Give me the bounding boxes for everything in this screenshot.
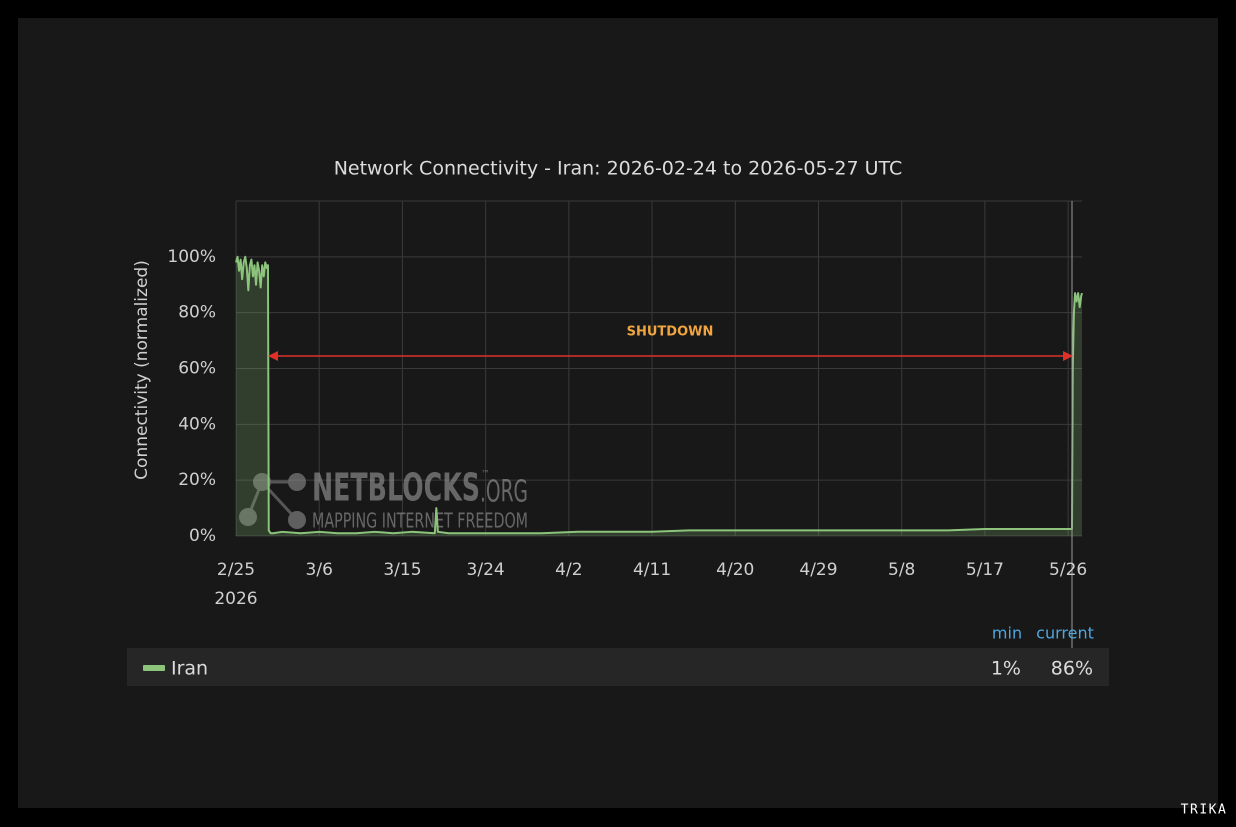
line (235, 255, 1083, 535)
annotation-arrowhead (268, 351, 278, 361)
watermark: NETBLOCKS .ORG ™ MAPPING INTERNET FREEDO… (239, 466, 528, 533)
x-tick-label: 4/29 (799, 560, 837, 580)
grid (235, 200, 1082, 537)
y-tick-label: 40% (178, 414, 216, 434)
annotation-text: SHUTDOWN (627, 325, 714, 340)
watermark-tagline: MAPPING INTERNET FREEDOM (312, 509, 528, 533)
y-tick-label: 80% (178, 303, 216, 323)
x-tick-label: 5/26 (1049, 560, 1087, 580)
x-tick-label: 5/8 (888, 560, 915, 580)
y-tick-label: 20% (178, 470, 216, 490)
watermark-suffix: .ORG (480, 475, 528, 510)
x-tick-label: 4/20 (716, 560, 754, 580)
y-tick-label: 0% (189, 526, 216, 546)
watermark-icon (239, 508, 257, 526)
legend-value: 86% (1051, 658, 1093, 680)
watermark-title: NETBLOCKS (312, 466, 480, 510)
legend-label[interactable]: Iran (171, 658, 208, 680)
watermark-icon (253, 473, 271, 491)
x-tick-label: 4/2 (555, 560, 582, 580)
legend-header: min (992, 624, 1022, 643)
watermark-mark: ™ (481, 470, 490, 480)
watermark-icon (288, 473, 306, 491)
legend-swatch (143, 665, 165, 671)
y-tick-label: 100% (167, 247, 216, 267)
annotation-arrowhead (1063, 351, 1073, 361)
legend-value: 1% (991, 658, 1021, 680)
x-tick-label: 3/15 (383, 560, 421, 580)
x-year-label: 2026 (214, 589, 257, 609)
y-axis-label: Connectivity (normalized) (132, 260, 152, 480)
x-tick-label: 3/24 (467, 560, 505, 580)
watermark-icon (288, 511, 306, 529)
plot (235, 255, 1083, 536)
x-tick-label: 5/17 (966, 560, 1004, 580)
credit: TRIKA (1181, 803, 1228, 818)
chart-title: Network Connectivity - Iran: 2026-02-24 … (334, 158, 903, 180)
y-tick-label: 60% (178, 359, 216, 379)
x-tick-label: 2/25 (217, 560, 255, 580)
legend-row (127, 648, 1109, 686)
x-tick-label: 4/11 (633, 560, 671, 580)
panel (18, 18, 1218, 808)
legend-header: current (1036, 624, 1094, 643)
x-tick-label: 3/6 (306, 560, 333, 580)
